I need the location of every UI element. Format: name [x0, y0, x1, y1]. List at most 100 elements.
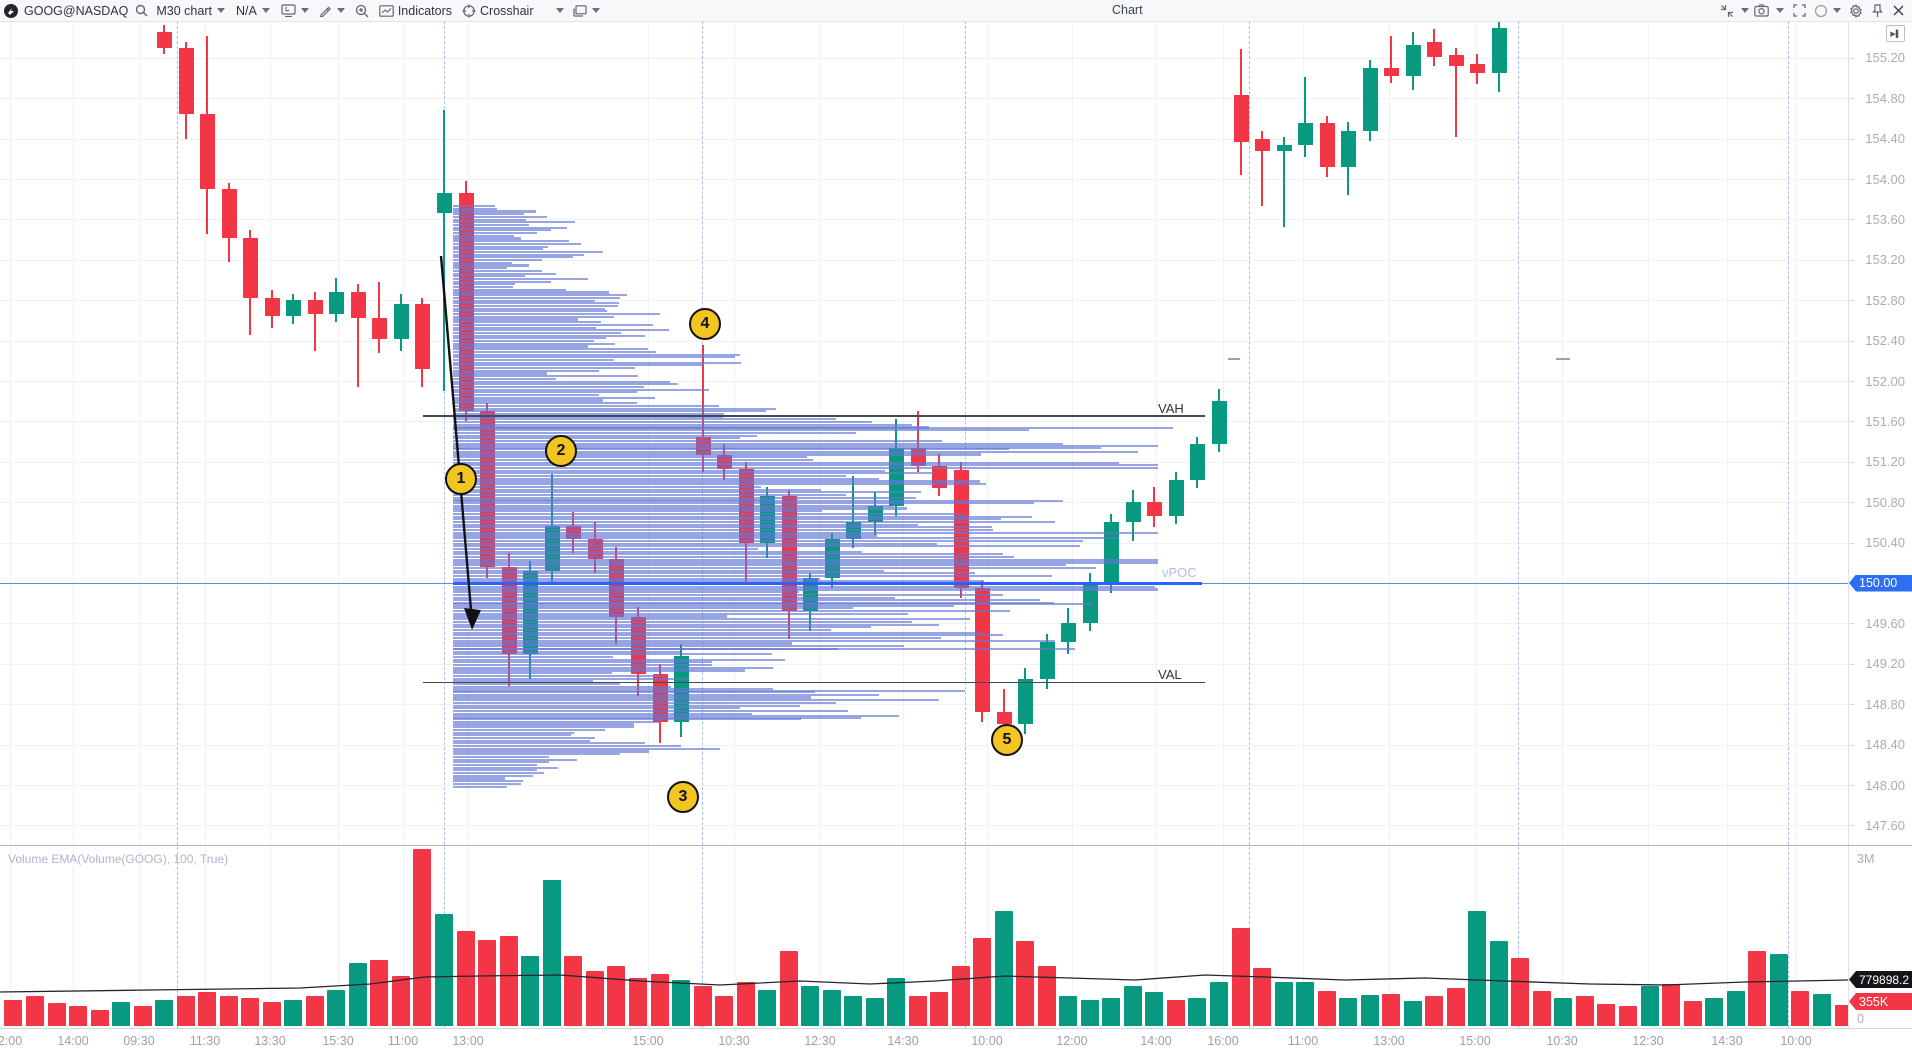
timeframe-selector[interactable]: M30 chart	[156, 3, 212, 18]
screenshot-icon[interactable]	[1754, 0, 1769, 21]
volume-profile-row	[453, 369, 599, 372]
timeframe-caret-icon[interactable]	[216, 8, 225, 13]
volume-profile-row	[453, 666, 773, 669]
candle[interactable]	[1405, 44, 1421, 76]
candle[interactable]	[1340, 130, 1356, 167]
close-panel-icon[interactable]	[1893, 0, 1904, 21]
zoom-in-icon[interactable]	[355, 0, 369, 21]
candle[interactable]	[1146, 502, 1162, 517]
candle[interactable]	[371, 318, 387, 339]
volume-indicator-label: Volume EMA(Volume(GOOG), 100, True)	[8, 852, 229, 866]
price-axis-label: 152.40	[1865, 333, 1905, 349]
volume-profile-row	[453, 547, 759, 551]
candle[interactable]	[1060, 623, 1076, 642]
price-tick	[1849, 785, 1854, 786]
volume-profile-row	[453, 326, 596, 329]
candle[interactable]	[1383, 67, 1399, 76]
candle[interactable]	[1254, 138, 1270, 151]
aggregation-selector[interactable]: N/A	[235, 3, 257, 18]
candle[interactable]	[1039, 641, 1055, 679]
candle-wick	[1261, 130, 1263, 207]
go-to-realtime-button[interactable]: ▶▌	[1886, 25, 1905, 42]
candle[interactable]	[1319, 123, 1335, 167]
volume-profile-long-row	[453, 603, 1093, 606]
candle[interactable]	[221, 189, 237, 238]
candle[interactable]	[414, 304, 430, 369]
crosshair-caret-icon[interactable]	[555, 8, 564, 13]
drawing-tools-icon[interactable]	[319, 0, 332, 21]
candle[interactable]	[307, 300, 323, 315]
volume-pane[interactable]: Volume EMA(Volume(GOOG), 100, True)	[0, 847, 1848, 1028]
symbol-search-icon[interactable]	[135, 0, 148, 21]
time-gridline	[1562, 847, 1563, 1028]
candle[interactable]	[1017, 678, 1033, 725]
volume-profile-row	[453, 350, 657, 353]
volume-profile-row	[453, 275, 526, 278]
chart-style-icon[interactable]	[281, 0, 296, 21]
candle[interactable]	[178, 47, 194, 115]
candle[interactable]	[1211, 401, 1227, 444]
link-channel-caret-icon[interactable]	[1833, 8, 1841, 13]
volume-profile-row	[453, 334, 645, 337]
volume-bar	[1490, 941, 1508, 1026]
volume-profile-row	[453, 580, 984, 583]
chart-style-caret-icon[interactable]	[300, 8, 309, 13]
time-axis-label: 11:00	[1287, 1034, 1319, 1048]
candle[interactable]	[393, 304, 409, 339]
indicators-icon[interactable]	[379, 0, 394, 21]
candle[interactable]	[996, 712, 1012, 725]
screenshot-caret-icon[interactable]	[1776, 8, 1784, 13]
crosshair-mode-button[interactable]: Crosshair	[480, 3, 534, 18]
candle[interactable]	[1491, 27, 1507, 73]
candle[interactable]	[285, 300, 301, 317]
minimize-panel-icon[interactable]	[1720, 0, 1734, 21]
volume-bar	[1145, 992, 1163, 1026]
pane-divider[interactable]	[0, 845, 1912, 846]
volume-profile-row	[453, 734, 571, 737]
volume-profile-row	[453, 763, 538, 767]
candle[interactable]	[1448, 54, 1464, 66]
candle[interactable]	[1233, 95, 1249, 142]
fullscreen-icon[interactable]	[1793, 0, 1806, 21]
minimize-caret-icon[interactable]	[1741, 8, 1749, 13]
candle[interactable]	[953, 469, 969, 589]
candle[interactable]	[1189, 443, 1205, 480]
candle[interactable]	[1469, 63, 1485, 73]
settings-gear-icon[interactable]	[1849, 0, 1863, 21]
candle[interactable]	[1276, 144, 1292, 151]
volume-profile-row	[453, 529, 994, 532]
candle[interactable]	[350, 292, 366, 319]
candle[interactable]	[1362, 67, 1378, 131]
price-axis[interactable]: 155.20 154.80 154.40 154.00 153.60 153.20 152.…	[1848, 21, 1912, 1028]
link-channel-icon[interactable]	[1814, 0, 1828, 21]
candle[interactable]	[199, 114, 215, 190]
candle[interactable]	[1125, 502, 1141, 523]
candle[interactable]	[1297, 123, 1313, 145]
candle[interactable]	[156, 31, 172, 48]
symbol-name[interactable]: GOOG@NASDAQ	[24, 3, 129, 18]
candle[interactable]	[436, 193, 452, 214]
volume-bar	[758, 990, 776, 1026]
crosshair-icon[interactable]	[462, 0, 476, 21]
time-axis[interactable]: 2:00 14:00 09:30 11:30 13:30 15:30 11:00 13:00 1…	[0, 1028, 1912, 1051]
candle[interactable]	[242, 237, 258, 299]
main-chart-canvas[interactable]: VAH VAL vPOC 1 2 3 4 5	[0, 21, 1848, 845]
volume-profile-row	[453, 696, 811, 699]
volume-profile-row	[453, 572, 975, 575]
candle[interactable]	[1426, 41, 1442, 57]
volume-profile-row	[453, 620, 912, 623]
volume-bar	[1425, 996, 1443, 1026]
app-logo-icon[interactable]	[4, 0, 18, 21]
time-gridline	[205, 21, 206, 845]
candle[interactable]	[328, 292, 344, 315]
pin-panel-icon[interactable]	[1872, 0, 1883, 21]
panels-icon[interactable]	[572, 0, 587, 21]
drawing-tools-caret-icon[interactable]	[336, 8, 345, 13]
panels-caret-icon[interactable]	[591, 8, 600, 13]
indicators-button[interactable]: Indicators	[397, 3, 453, 18]
volume-profile-row	[453, 655, 613, 659]
aggregation-caret-icon[interactable]	[261, 8, 270, 13]
candle[interactable]	[1168, 479, 1184, 517]
candle[interactable]	[264, 298, 280, 317]
time-gridline	[1562, 21, 1563, 845]
